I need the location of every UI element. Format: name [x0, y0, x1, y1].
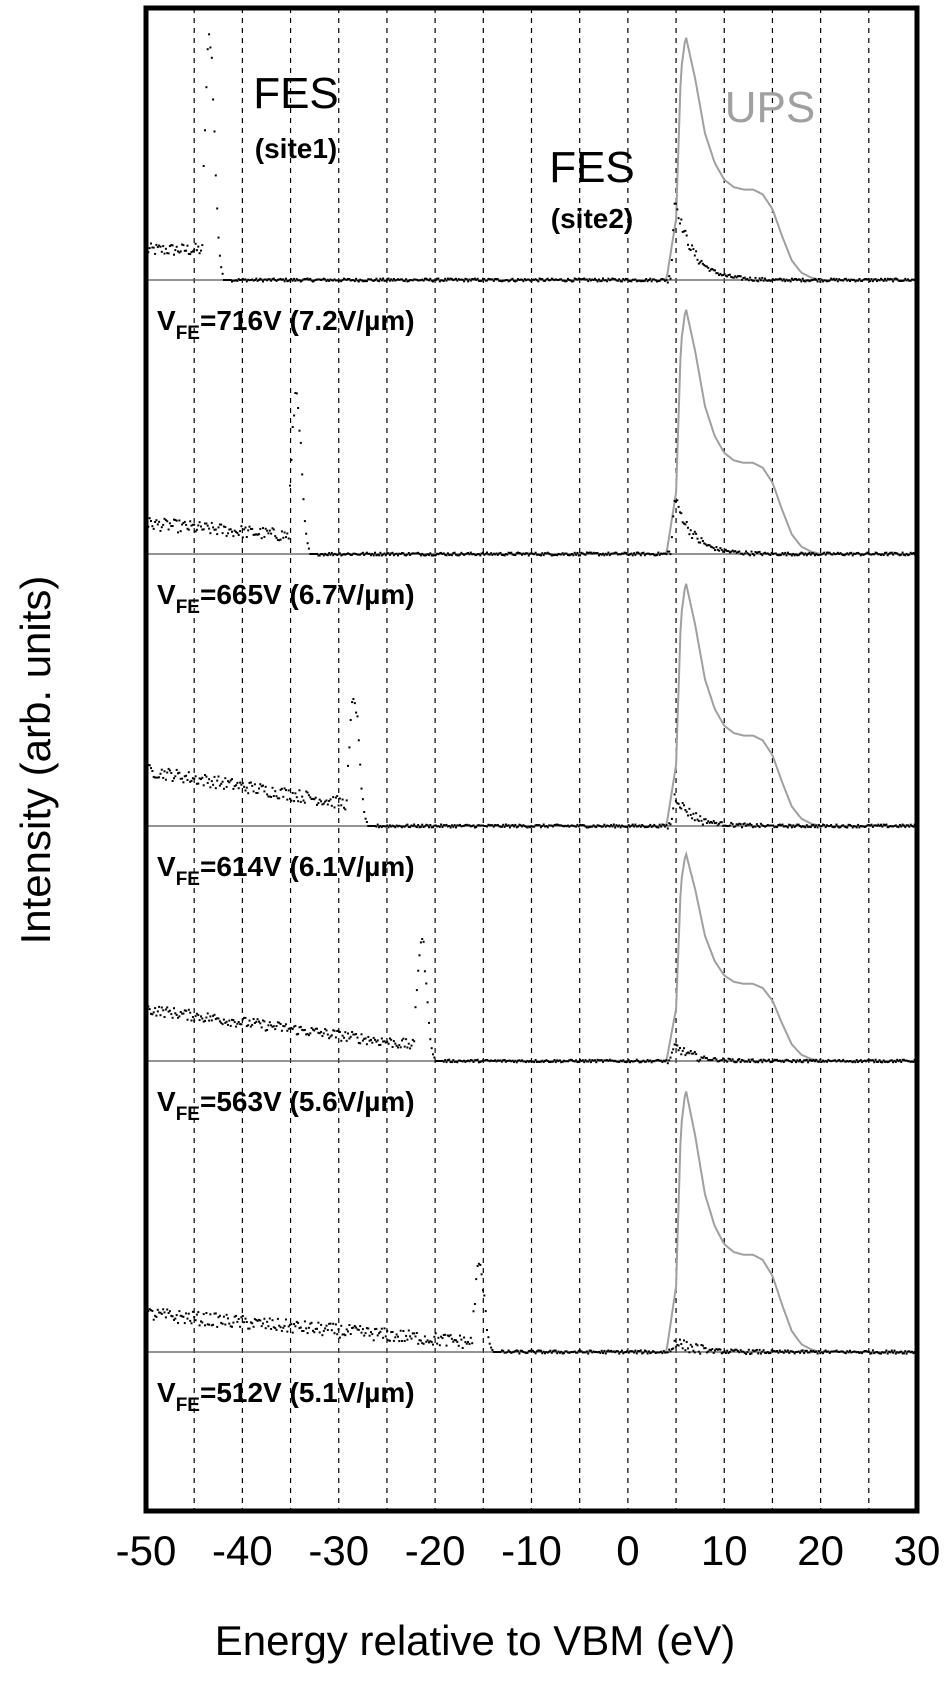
- fes-points: [146, 938, 919, 1065]
- fes-points: [146, 1262, 919, 1355]
- annotation-fes-site2: FES: [549, 143, 635, 192]
- vfe-label: VFE=716V (7.2V/µm): [157, 305, 415, 344]
- annotation-fes-site1: FES: [253, 69, 339, 118]
- fes-points: [146, 698, 919, 830]
- annotation-fes-site2-sub: (site2): [551, 203, 633, 234]
- x-tick-label: -30: [308, 1527, 369, 1574]
- vfe-label: VFE=512V (5.1V/µm): [157, 1377, 415, 1416]
- fes-points: [146, 392, 919, 557]
- ups-curve: [661, 309, 825, 555]
- gridlines: [193, 8, 870, 1511]
- ups-curve: [661, 583, 825, 827]
- ups-curve: [661, 850, 825, 1062]
- x-tick-label: -40: [212, 1527, 273, 1574]
- x-tick-label: 20: [797, 1527, 844, 1574]
- x-axis-title: Energy relative to VBM (eV): [215, 1617, 736, 1664]
- labels: VFE=716V (7.2V/µm) VFE=665V (6.7V/µm) VFE=…: [157, 69, 815, 1416]
- vfe-label: VFE=665V (6.7V/µm): [157, 579, 415, 618]
- ups-curve: [661, 1091, 825, 1353]
- fes-points: [146, 33, 919, 284]
- y-axis-title: Intensity (arb. units): [12, 576, 59, 945]
- data-series: [146, 33, 919, 1355]
- annotation-ups: UPS: [725, 83, 815, 132]
- vfe-label: VFE=563V (5.6V/µm): [157, 1086, 415, 1125]
- x-tick-label: 10: [701, 1527, 748, 1574]
- annotation-fes-site1-sub: (site1): [255, 133, 337, 164]
- vfe-label: VFE=614V (6.1V/µm): [157, 851, 415, 890]
- x-tick-label: -10: [501, 1527, 562, 1574]
- plot-frame: [143, 5, 920, 1514]
- x-tick-label: 0: [616, 1527, 639, 1574]
- ups-curve: [661, 37, 825, 281]
- x-tick-label: -50: [116, 1527, 177, 1574]
- x-tick-labels: -50 -40 -30 -20 -10 0 10 20 30: [116, 1527, 941, 1574]
- x-tick-label: -20: [405, 1527, 466, 1574]
- x-tick-label: 30: [894, 1527, 941, 1574]
